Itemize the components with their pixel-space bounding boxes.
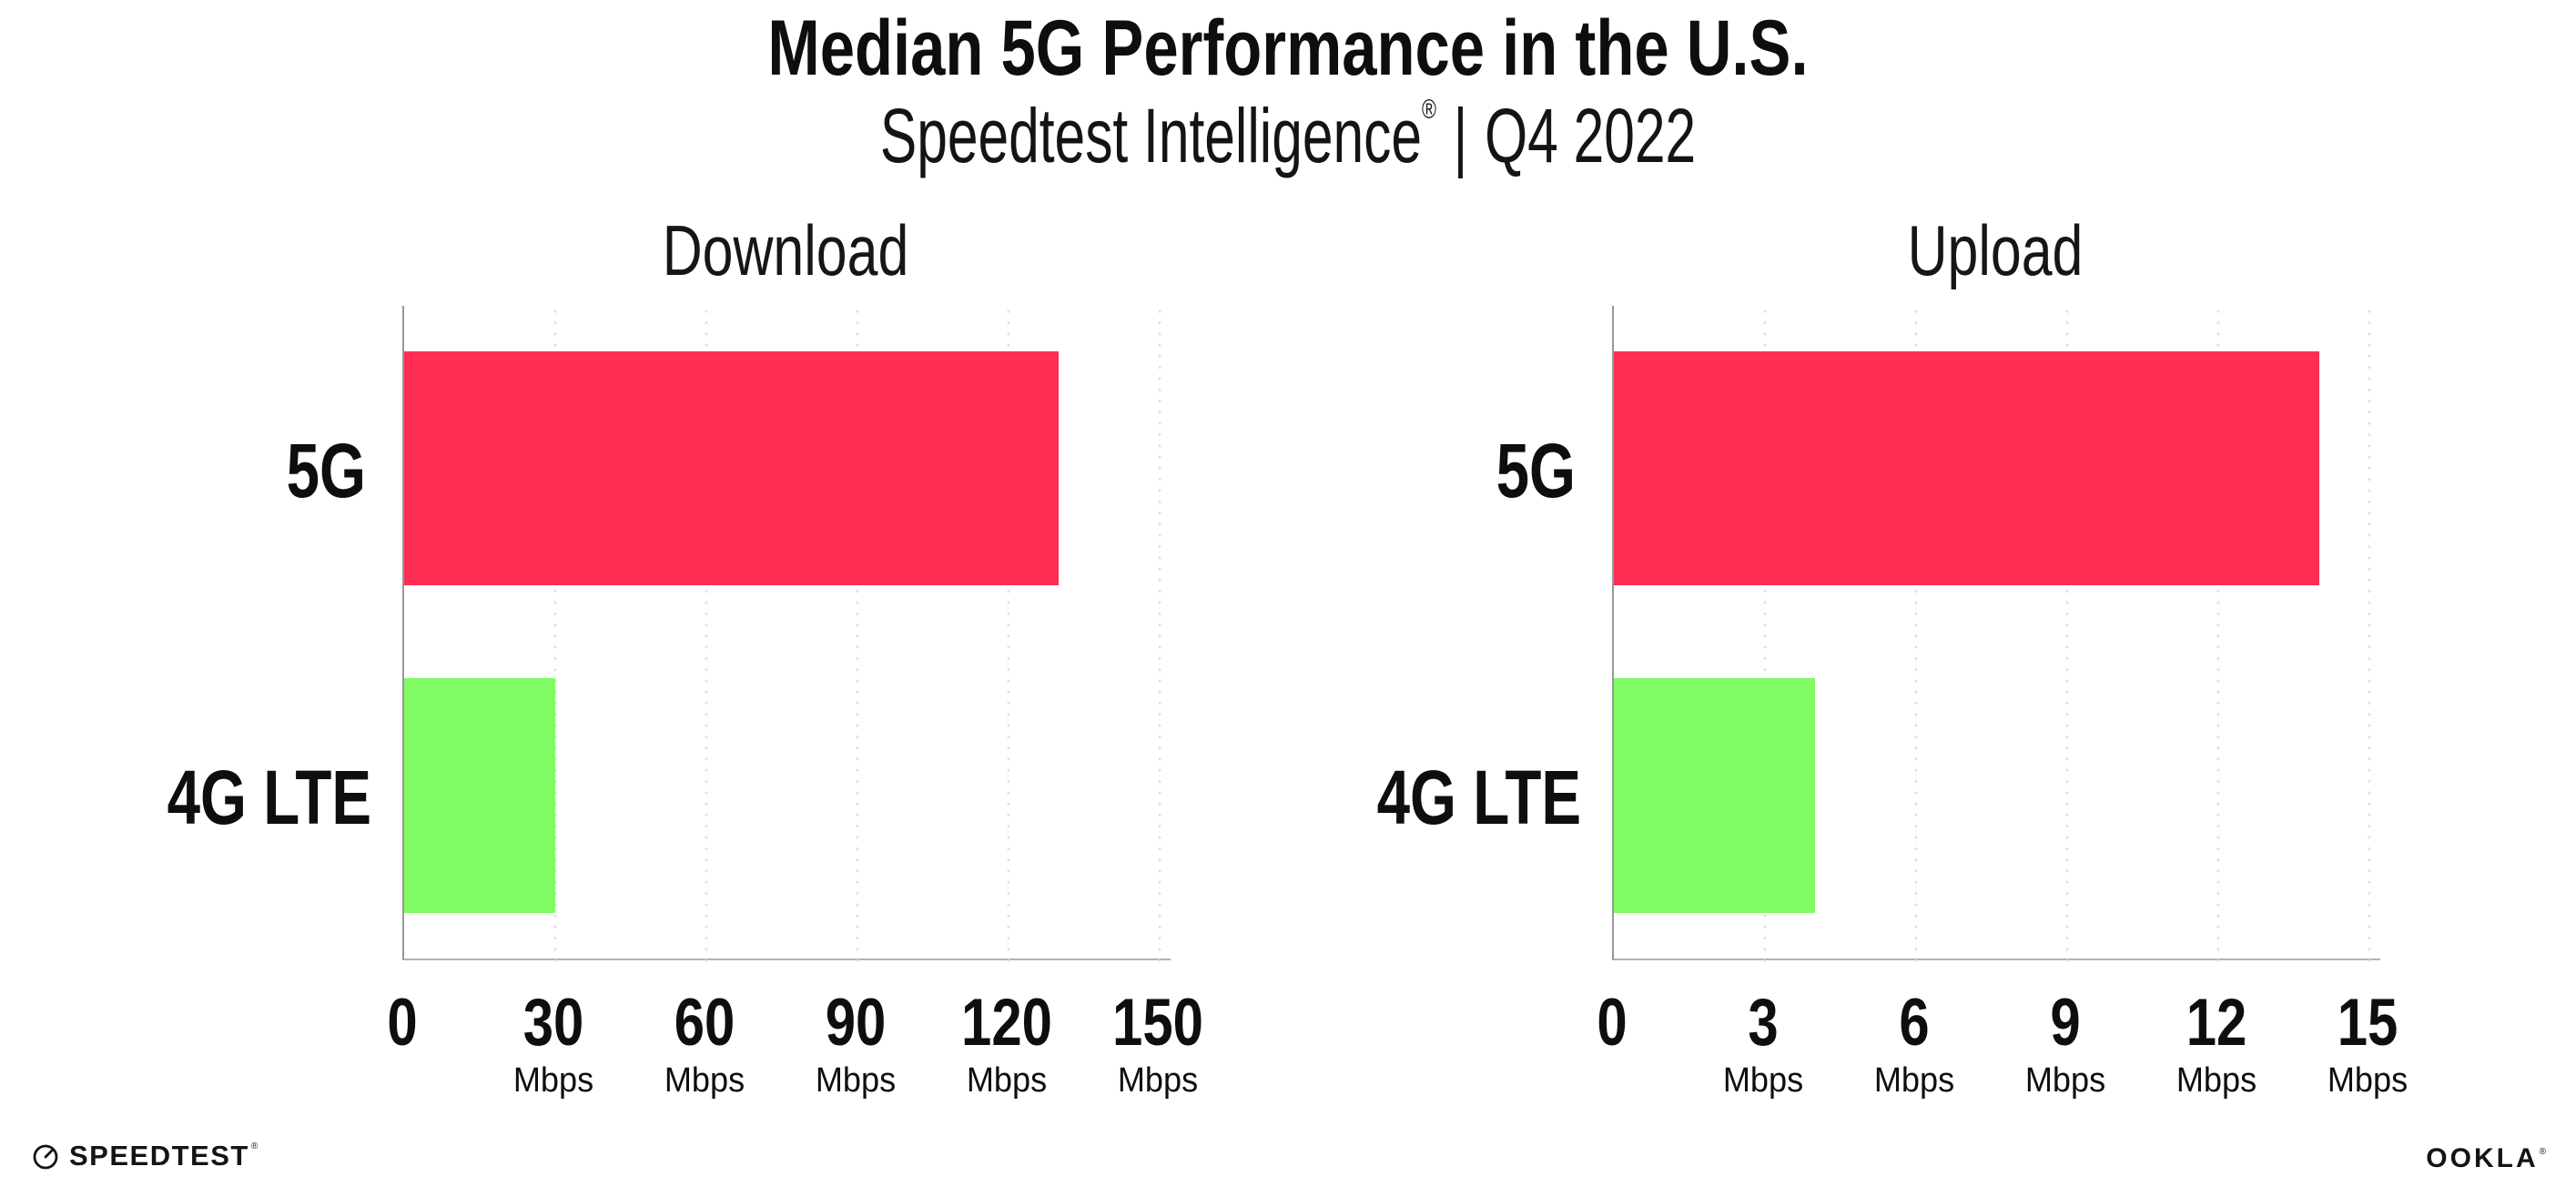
gridline [2064, 306, 2070, 966]
download-plot-area [402, 306, 1171, 966]
x-tick-150: 150 Mbps [1085, 989, 1231, 1098]
x-tick-15: 15 Mbps [2295, 989, 2440, 1098]
x-tick-value: 0 [387, 986, 418, 1060]
x-tick-unit: Mbps [512, 1061, 594, 1100]
upload-chart: Upload 5G 4G LTE 0 3 Mbps 6 Mbps 9 Mbps 12 Mbps 15 M… [1377, 215, 2409, 1098]
gridline [553, 306, 558, 966]
gridline [855, 306, 860, 966]
x-tick-unit: Mbps [2024, 1061, 2106, 1100]
speedtest-trademark: ® [250, 1141, 259, 1151]
upload-plot-area [1612, 306, 2380, 966]
x-tick-unit: Mbps [815, 1061, 897, 1100]
bar-4g-lte [404, 678, 555, 913]
bar-4g-lte [1614, 678, 1816, 913]
gridline [1006, 306, 1011, 966]
x-tick-unit: Mbps [2175, 1061, 2257, 1100]
upload-chart-title: Upload [1907, 210, 2084, 290]
x-tick-0: 0 [1539, 989, 1685, 1056]
x-tick-value: 6 [1899, 986, 1930, 1060]
category-label-4g-lte: 4G LTE [1376, 755, 1582, 840]
x-tick-unit: Mbps [1873, 1061, 1955, 1100]
x-tick-unit: Mbps [1117, 1061, 1199, 1100]
gridline [2367, 306, 2372, 966]
gridline [1762, 306, 1768, 966]
x-tick-unit: Mbps [966, 1061, 1048, 1100]
x-tick-0: 0 [330, 989, 475, 1056]
speedtest-gauge-icon [33, 1144, 58, 1170]
bar-5g [1614, 351, 2319, 585]
download-chart-title: Download [662, 210, 909, 290]
x-tick-value: 12 [2186, 986, 2247, 1060]
subtitle-separator: | [1453, 93, 1468, 178]
gridline [2216, 306, 2221, 966]
x-tick-unit: Mbps [2327, 1061, 2409, 1100]
x-tick-value: 150 [1112, 986, 1203, 1060]
x-tick-value: 60 [674, 986, 735, 1060]
x-tick-unit: Mbps [1722, 1061, 1804, 1100]
x-tick-value: 0 [1597, 986, 1628, 1060]
category-label-5g: 5G [1496, 427, 1576, 513]
download-chart: Download 5G 4G LTE 0 30 Mbps 60 Mbps 90 Mbps 120 M… [167, 215, 1203, 1098]
x-tick-value: 3 [1748, 986, 1779, 1060]
x-tick-value: 9 [2050, 986, 2081, 1060]
speedtest-wordmark: SPEEDTEST ® [69, 1140, 259, 1172]
x-tick-12: 12 Mbps [2144, 989, 2289, 1098]
x-tick-60: 60 Mbps [632, 989, 777, 1098]
x-tick-value: 30 [522, 986, 584, 1060]
category-label-5g: 5G [286, 427, 366, 513]
x-tick-value: 90 [825, 986, 887, 1060]
x-tick-120: 120 Mbps [934, 989, 1080, 1098]
bar-5g [404, 351, 1060, 585]
ookla-wordmark: OOKLA [2426, 1143, 2539, 1173]
gridline [1913, 306, 1919, 966]
page-title: Median 5G Performance in the U.S. [767, 5, 1809, 92]
ookla-logo: OOKLA® [2426, 1143, 2549, 1174]
gridline [1157, 306, 1162, 966]
x-tick-6: 6 Mbps [1841, 989, 1987, 1098]
x-tick-9: 9 Mbps [1993, 989, 2138, 1098]
x-tick-90: 90 Mbps [783, 989, 928, 1098]
gridline [704, 306, 709, 966]
x-tick-value: 15 [2337, 986, 2399, 1060]
subtitle-brand: Speedtest Intelligence [879, 93, 1423, 178]
x-tick-unit: Mbps [664, 1061, 745, 1100]
x-tick-3: 3 Mbps [1690, 989, 1836, 1098]
x-tick-30: 30 Mbps [481, 989, 626, 1098]
subtitle-period: Q4 2022 [1485, 93, 1697, 178]
speedtest-logo: SPEEDTEST ® [31, 1140, 259, 1172]
x-tick-value: 120 [961, 986, 1052, 1060]
page-subtitle: Speedtest Intelligence® | Q4 2022 [360, 95, 2216, 175]
category-label-4g-lte: 4G LTE [167, 755, 372, 840]
ookla-registered-mark: ® [2539, 1147, 2549, 1157]
registered-mark: ® [1422, 95, 1436, 125]
